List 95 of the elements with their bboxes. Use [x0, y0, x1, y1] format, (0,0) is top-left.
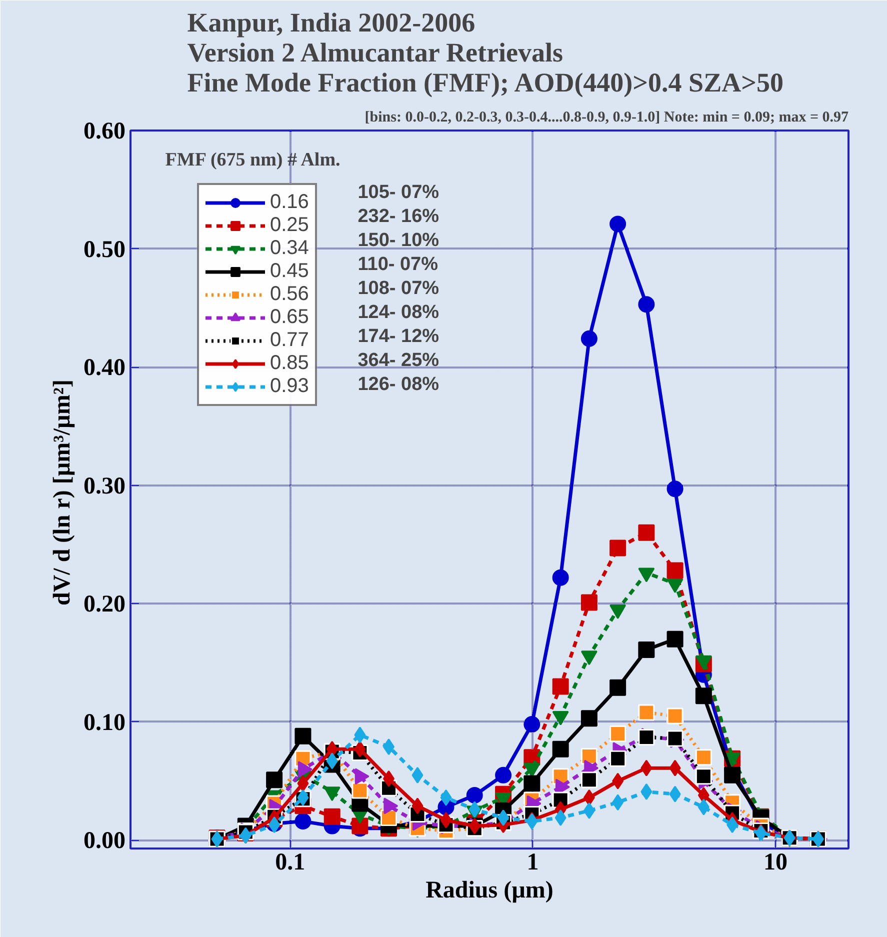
point: [726, 816, 738, 834]
chart-subtitle: [bins: 0.0-0.2, 0.2-0.3, 0.3-0.4....0.8-0.9, 0.9-1.0] Note: min = 0.09; max = 0.97: [364, 110, 849, 126]
point: [666, 630, 684, 648]
point: [297, 789, 309, 806]
point: [695, 688, 712, 704]
point: [524, 775, 540, 792]
annotation: 126- 08%: [358, 374, 440, 395]
point: [612, 794, 624, 811]
point: [666, 708, 684, 724]
point: [695, 749, 712, 766]
point: [638, 642, 655, 658]
annotation: 124- 08%: [358, 302, 440, 323]
legend-label: 0.45: [270, 260, 309, 283]
point: [326, 752, 338, 770]
point: [552, 740, 569, 758]
point: [638, 704, 655, 721]
point: [612, 772, 624, 790]
point: [468, 818, 480, 834]
point: [580, 594, 598, 611]
y-tick-label: 0.50: [84, 236, 126, 263]
point: [466, 787, 483, 804]
point: [468, 801, 480, 818]
legend-label: 0.77: [270, 329, 309, 352]
point: [640, 783, 652, 800]
y-tick-label: 0.10: [84, 710, 126, 736]
legend-title: FMF (675 nm) # Alm.: [165, 150, 340, 171]
point: [638, 524, 655, 541]
annotation: 105- 07%: [358, 182, 440, 203]
point: [297, 775, 309, 792]
point: [610, 679, 626, 696]
annotation: 364- 25%: [358, 350, 440, 371]
legend-label: 0.56: [270, 283, 309, 306]
point: [382, 738, 394, 756]
point: [324, 808, 340, 825]
point: [580, 330, 598, 347]
point: [440, 789, 452, 806]
y-tick-label: 0.20: [84, 592, 126, 618]
point: [498, 809, 510, 826]
point: [354, 740, 366, 758]
point: [352, 782, 368, 799]
point: [552, 569, 569, 586]
point: [382, 770, 394, 787]
point: [495, 766, 512, 784]
point: [724, 766, 741, 784]
legend-label: 0.65: [270, 306, 309, 329]
point: [610, 540, 626, 556]
legend-label: 0.25: [270, 214, 309, 237]
point: [266, 772, 283, 788]
x-tick-label: 1: [526, 850, 539, 876]
annotation: 110- 07%: [358, 254, 438, 275]
point: [666, 480, 684, 498]
point: [698, 798, 710, 816]
point: [354, 726, 366, 744]
legend-label: 0.93: [270, 375, 309, 398]
x-axis-title: Radius (µm): [426, 878, 554, 904]
y-tick-label: 0.60: [84, 118, 126, 144]
point: [352, 818, 368, 834]
y-tick-label: 0.00: [84, 828, 126, 854]
point: [294, 813, 312, 830]
point: [610, 216, 626, 232]
point: [552, 678, 569, 695]
point: [638, 729, 655, 746]
x-tick-label: 0.1: [275, 850, 306, 876]
x-tick-label: 10: [763, 850, 788, 876]
point: [666, 730, 684, 747]
point: [669, 760, 681, 776]
point: [610, 750, 626, 767]
point: [554, 809, 566, 826]
point: [412, 798, 424, 814]
point: [695, 768, 712, 785]
point: [580, 710, 598, 727]
annotation: 232- 16%: [358, 206, 440, 227]
legend-label: 0.34: [270, 237, 309, 260]
annotation: 150- 10%: [358, 230, 440, 251]
point: [610, 726, 626, 742]
point: [268, 816, 280, 834]
point: [640, 760, 652, 776]
point: [580, 772, 598, 788]
point: [583, 789, 595, 806]
chart-title: Kanpur, India 2002-2006 Version 2 Almucantar Retrievals Fine Mode Fraction (FMF); AOD(440)>0.4 SZA>50: [187, 8, 784, 98]
point: [638, 296, 655, 313]
annotation: 108- 07%: [358, 278, 440, 299]
point: [666, 562, 684, 579]
legend-label: 0.85: [270, 352, 309, 375]
y-tick-label: 0.30: [84, 473, 126, 500]
y-axis-title: dV/ d (ln r) [µm³/µm²]: [50, 379, 76, 606]
point: [412, 766, 424, 784]
point: [524, 716, 540, 733]
point: [294, 728, 312, 744]
y-tick-label: 0.40: [84, 355, 126, 382]
point: [583, 802, 595, 819]
legend-label: 0.16: [270, 191, 309, 214]
annotation: 174- 12%: [358, 326, 440, 347]
point: [669, 786, 681, 802]
point: [440, 812, 452, 828]
